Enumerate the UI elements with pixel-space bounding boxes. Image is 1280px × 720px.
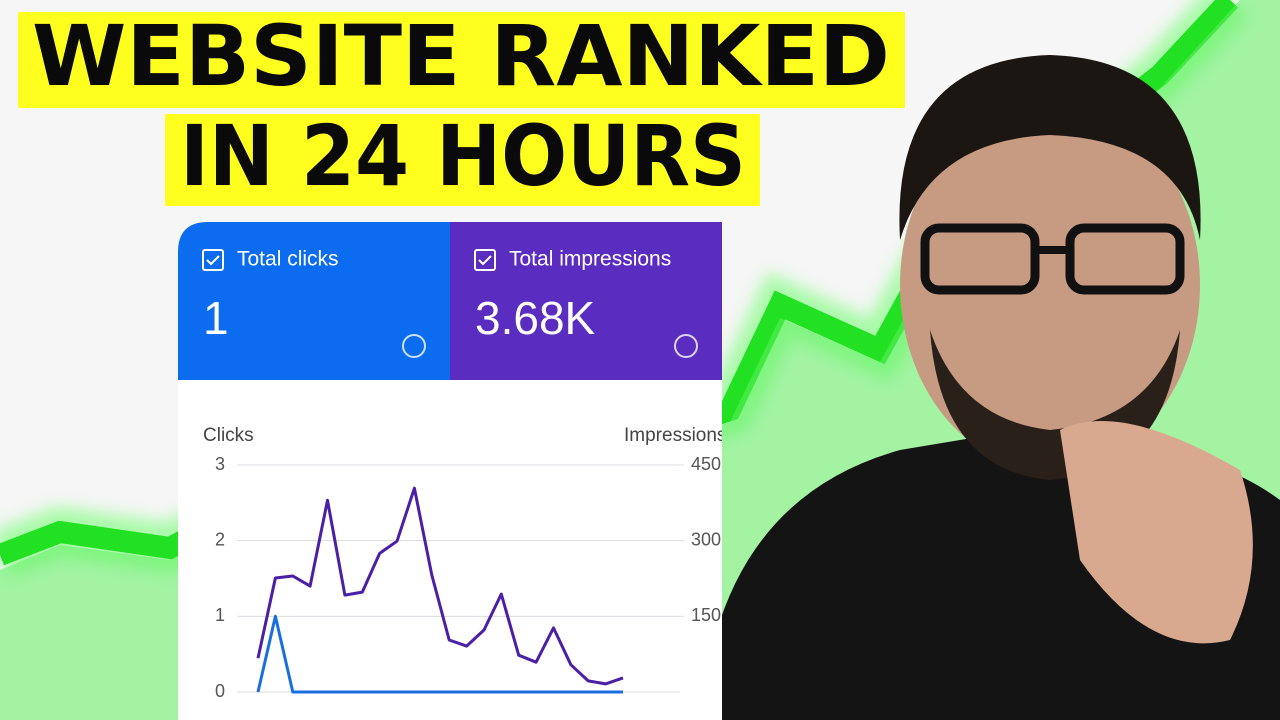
y2-axis-title: Impressions [624, 425, 726, 446]
y-tick-label: 2 [215, 529, 225, 549]
checkmark [478, 255, 492, 266]
headline-box [18, 12, 905, 108]
scorecard-label: Total impressions [509, 248, 671, 271]
y2-tick-label: 450 [691, 454, 721, 474]
help-icon [402, 334, 426, 358]
y-tick-label: 3 [215, 454, 225, 474]
y-tick-label: 0 [215, 681, 225, 701]
headline-box [165, 114, 760, 206]
data-line [256, 486, 624, 686]
scorecard [450, 222, 722, 380]
checkbox [202, 249, 224, 271]
checkbox [474, 249, 496, 271]
scorecard-value: 1 [203, 292, 229, 344]
search-console-card: Total clicks 1 Total impressions 3.68K Click… [178, 222, 726, 720]
headline: WEBSITE RANKED [32, 7, 890, 105]
headline: IN 24 HOURS [180, 107, 746, 205]
y2-tick-label: 150 [691, 605, 721, 625]
presenter [700, 55, 1280, 720]
y-axis-title: Clicks [203, 425, 254, 446]
scorecard [178, 222, 450, 380]
help-icon [674, 334, 698, 358]
checkmark [206, 255, 220, 266]
scorecard-value: 3.68K [475, 292, 596, 344]
scorecard-label: Total clicks [237, 248, 339, 271]
y2-tick-label: 300 [691, 529, 721, 549]
data-line [256, 614, 623, 694]
y-tick-label: 1 [215, 605, 225, 625]
